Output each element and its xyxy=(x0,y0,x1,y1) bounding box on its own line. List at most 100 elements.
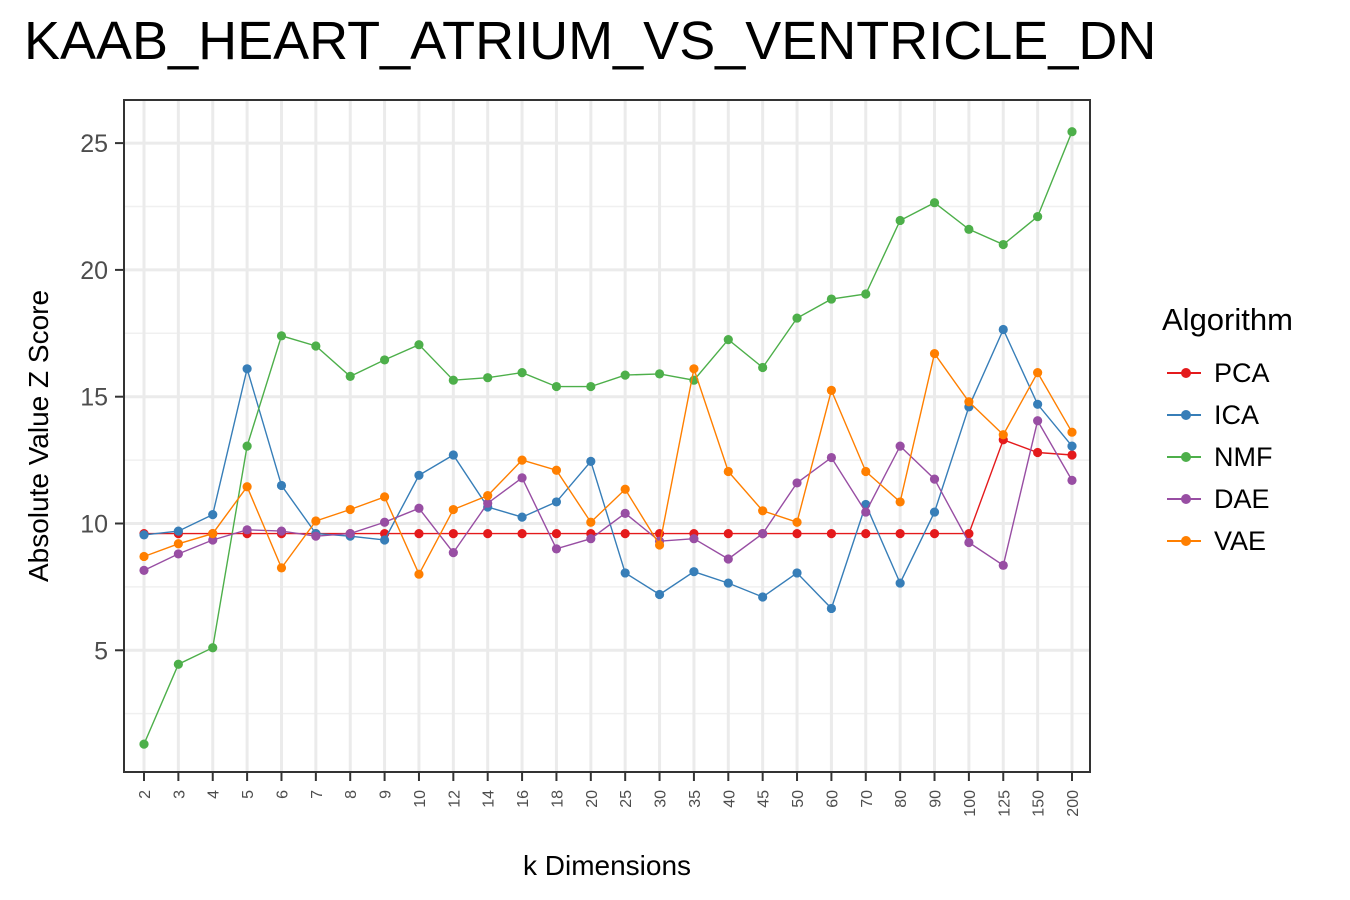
data-point-pca xyxy=(723,529,733,539)
data-point-pca xyxy=(448,529,458,539)
x-tick-label: 45 xyxy=(756,790,773,808)
data-point-pca xyxy=(929,529,940,539)
x-tick-label: 18 xyxy=(549,790,566,808)
legend-item-ica: ICA xyxy=(1162,394,1293,436)
data-point-ica xyxy=(929,507,940,517)
data-point-nmf xyxy=(586,381,596,392)
data-point-pca xyxy=(1067,450,1077,460)
data-point-vae xyxy=(551,465,562,475)
x-tick-label: 70 xyxy=(859,790,876,808)
data-point-dae xyxy=(1033,416,1043,426)
data-point-vae xyxy=(1067,427,1077,437)
series-vae xyxy=(139,348,1077,579)
data-point-dae xyxy=(414,503,424,513)
x-tick-label: 3 xyxy=(171,790,188,799)
x-tick-label: 14 xyxy=(481,790,498,808)
data-point-nmf xyxy=(242,441,252,451)
legend-key-point xyxy=(1181,536,1191,546)
data-point-vae xyxy=(517,455,527,465)
x-tick-label: 20 xyxy=(584,790,601,808)
legend-key-point xyxy=(1181,368,1191,378)
x-tick-label: 80 xyxy=(893,790,910,808)
x-tick-label: 4 xyxy=(206,790,223,799)
data-point-nmf xyxy=(173,659,183,669)
data-point-ica xyxy=(586,456,596,466)
data-point-vae xyxy=(620,484,630,494)
data-point-dae xyxy=(586,534,596,544)
data-point-dae xyxy=(173,549,183,559)
data-point-ica xyxy=(139,530,149,540)
data-point-dae xyxy=(1067,475,1077,485)
data-point-ica xyxy=(173,526,183,536)
data-point-vae xyxy=(861,466,871,477)
data-point-dae xyxy=(139,565,149,576)
data-point-ica xyxy=(758,592,768,602)
data-point-dae xyxy=(379,517,390,527)
x-tick-label: 16 xyxy=(515,790,532,808)
data-point-vae xyxy=(1033,368,1043,378)
data-point-dae xyxy=(242,525,252,535)
grid-lines xyxy=(124,100,1090,772)
x-axis-label: k Dimensions xyxy=(523,850,691,881)
legend-key xyxy=(1162,358,1204,388)
x-tick-label: 2 xyxy=(137,790,154,799)
data-point-nmf xyxy=(448,375,458,385)
data-point-ica xyxy=(895,578,905,588)
x-tick-label: 125 xyxy=(996,790,1013,817)
data-point-dae xyxy=(448,548,458,558)
data-point-ica xyxy=(998,324,1008,335)
x-tick-label: 6 xyxy=(274,790,291,799)
y-tick-label: 15 xyxy=(80,384,108,412)
data-point-vae xyxy=(654,540,665,550)
x-tick-label: 30 xyxy=(653,790,670,808)
data-point-pca xyxy=(620,529,630,539)
x-tick-label: 100 xyxy=(962,790,979,817)
x-tick-label: 10 xyxy=(412,790,429,808)
data-point-ica xyxy=(723,578,733,588)
data-point-dae xyxy=(345,529,355,539)
x-tick-label: 40 xyxy=(721,790,738,808)
plot-panel-border xyxy=(123,99,1091,773)
legend-title: Algorithm xyxy=(1162,302,1293,337)
data-point-pca xyxy=(861,529,871,539)
data-point-pca xyxy=(414,529,424,539)
data-point-nmf xyxy=(620,370,630,380)
x-tick-label: 7 xyxy=(309,790,326,799)
x-tick-label: 60 xyxy=(824,790,841,808)
data-point-nmf xyxy=(139,739,149,749)
legend-label: VAE xyxy=(1214,525,1267,556)
data-point-ica xyxy=(1033,399,1043,409)
legend-label: PCA xyxy=(1214,357,1270,388)
legend-label: ICA xyxy=(1214,399,1260,430)
legend-key xyxy=(1162,484,1204,514)
data-point-vae xyxy=(998,430,1008,440)
legend-item-nmf: NMF xyxy=(1162,436,1293,478)
data-point-dae xyxy=(311,531,321,541)
data-point-nmf xyxy=(758,362,768,373)
data-point-nmf xyxy=(861,289,871,299)
y-tick-label: 5 xyxy=(94,637,108,665)
data-point-pca xyxy=(826,529,837,539)
data-point-vae xyxy=(964,397,974,407)
x-tick-label: 9 xyxy=(378,790,395,799)
data-point-nmf xyxy=(311,341,321,351)
data-point-nmf xyxy=(1033,212,1043,222)
series-nmf xyxy=(139,127,1077,749)
data-point-pca xyxy=(517,529,527,539)
legend-key xyxy=(1162,400,1204,430)
data-point-vae xyxy=(792,517,802,527)
data-point-vae xyxy=(929,348,940,359)
legend-key-point xyxy=(1181,494,1191,504)
legend-key xyxy=(1162,442,1204,472)
legend-label: NMF xyxy=(1214,441,1273,472)
data-point-pca xyxy=(483,529,493,539)
data-point-dae xyxy=(861,507,871,517)
data-point-vae xyxy=(895,497,905,507)
data-point-ica xyxy=(792,568,802,578)
x-tick-label: 8 xyxy=(343,790,360,799)
legend-item-pca: PCA xyxy=(1162,352,1293,394)
x-tick-label: 50 xyxy=(790,790,807,808)
data-point-vae xyxy=(826,385,837,395)
